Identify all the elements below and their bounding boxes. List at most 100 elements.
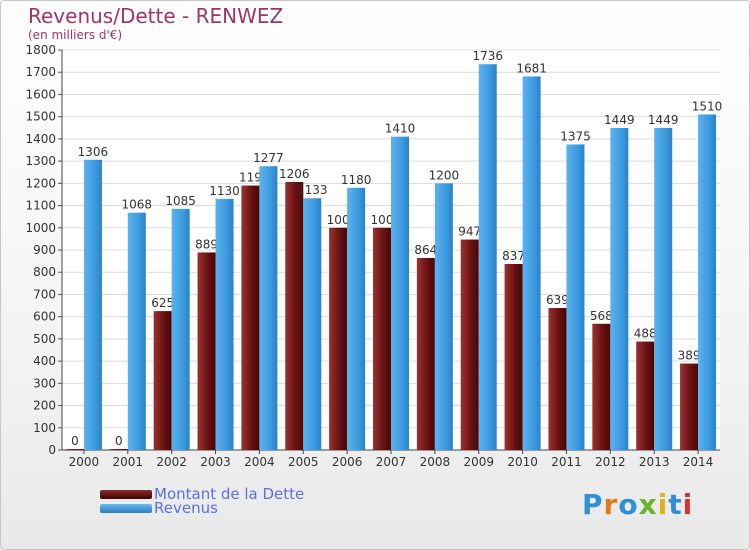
- y-tick-label: 1000: [25, 221, 56, 235]
- logo-letter: P: [582, 488, 604, 521]
- logo-letter: r: [603, 488, 619, 521]
- data-label-revenus: 1736: [472, 49, 503, 63]
- bar-dette: [197, 252, 216, 450]
- data-label-revenus: 1410: [385, 122, 416, 136]
- x-tick-label: 2006: [332, 455, 363, 469]
- data-label-revenus: 1180: [341, 173, 372, 187]
- logo-letter: o: [618, 488, 639, 521]
- bar-dette: [548, 308, 567, 450]
- data-label-dette: 119: [239, 171, 262, 185]
- y-tick-label: 1300: [25, 154, 56, 168]
- y-tick-label: 700: [33, 287, 56, 301]
- bar-revenus: [654, 128, 673, 450]
- x-tick-label: 2014: [683, 455, 714, 469]
- data-label-dette: 947: [458, 225, 481, 239]
- bar-revenus: [171, 208, 190, 450]
- data-label-revenus: 1510: [692, 99, 723, 113]
- x-tick-label: 2008: [420, 455, 451, 469]
- bar-dette: [373, 227, 391, 450]
- y-tick-label: 1400: [25, 132, 56, 146]
- data-label-dette: 488: [634, 327, 657, 341]
- data-label-dette: 0: [115, 434, 123, 448]
- bar-revenus: [522, 76, 541, 450]
- bar-dette: [592, 323, 611, 450]
- y-tick-label: 1200: [25, 176, 56, 190]
- x-tick-label: 2010: [507, 455, 538, 469]
- data-label-revenus: 1375: [560, 129, 591, 143]
- legend-label-revenus: Revenus: [154, 499, 218, 517]
- y-tick-label: 1100: [25, 199, 56, 213]
- data-label-revenus: 1130: [209, 184, 240, 198]
- bar-revenus: [478, 64, 497, 450]
- data-label-dette: 1206: [279, 167, 310, 181]
- bar-revenus: [610, 128, 629, 450]
- bar-revenus: [566, 144, 585, 450]
- data-label-dette: 837: [502, 249, 525, 263]
- y-tick-label: 300: [33, 376, 56, 390]
- bar-dette: [65, 449, 84, 450]
- data-label-revenus: 1681: [516, 61, 547, 75]
- data-label-dette: 568: [590, 309, 613, 323]
- bar-dette: [680, 363, 699, 450]
- x-tick-label: 2009: [463, 455, 494, 469]
- bar-dette: [504, 264, 523, 450]
- y-tick-label: 1800: [25, 43, 56, 57]
- data-label-dette: 639: [546, 293, 569, 307]
- y-tick-label: 1500: [25, 110, 56, 124]
- legend-swatch-revenus: [100, 503, 152, 513]
- logo-letter: i: [682, 488, 694, 521]
- y-tick-label: 1700: [25, 65, 56, 79]
- y-tick-label: 200: [33, 399, 56, 413]
- bar-dette: [460, 239, 479, 450]
- bar-revenus: [698, 114, 717, 450]
- y-tick-label: 400: [33, 354, 56, 368]
- x-tick-label: 2013: [639, 455, 670, 469]
- chart-title: Revenus/Dette - RENWEZ: [28, 4, 284, 28]
- y-tick-label: 500: [33, 332, 56, 346]
- x-tick-label: 2011: [551, 455, 582, 469]
- y-tick-label: 1600: [25, 87, 56, 101]
- data-label-revenus: 1449: [648, 113, 679, 127]
- bar-revenus: [127, 212, 146, 450]
- x-tick-label: 2002: [156, 455, 187, 469]
- x-tick-label: 2007: [376, 455, 407, 469]
- legend-label-dette: Montant de la Dette: [154, 485, 305, 503]
- data-label-revenus: 1068: [122, 198, 153, 212]
- bar-dette: [241, 185, 260, 451]
- bar-revenus: [391, 136, 409, 450]
- bar-revenus: [83, 159, 102, 450]
- logo-letter: t: [668, 488, 683, 521]
- bar-revenus: [259, 166, 278, 450]
- x-tick-label: 2003: [200, 455, 231, 469]
- y-tick-label: 900: [33, 243, 56, 257]
- bar-revenus: [303, 198, 322, 450]
- data-label-dette: 864: [414, 243, 437, 257]
- x-tick-label: 2000: [69, 455, 100, 469]
- bar-dette: [636, 341, 655, 450]
- data-label-revenus: 1133: [297, 183, 328, 197]
- proxiti-logo: Proxiti: [582, 488, 693, 521]
- legend-item-revenus: Revenus: [100, 499, 218, 517]
- bar-dette: [153, 311, 172, 450]
- data-label-revenus: 1306: [78, 145, 109, 159]
- data-label-dette: 389: [678, 349, 701, 363]
- bar-revenus: [434, 183, 453, 451]
- bar-dette: [109, 449, 128, 450]
- bar-dette: [285, 182, 304, 450]
- data-label-revenus: 1085: [165, 194, 196, 208]
- bar-dette: [329, 227, 348, 450]
- y-tick-label: 800: [33, 265, 56, 279]
- bar-dette: [416, 258, 435, 450]
- data-label-dette: 889: [195, 237, 218, 251]
- x-tick-label: 2012: [595, 455, 626, 469]
- data-label-revenus: 1449: [604, 113, 635, 127]
- bar-revenus: [347, 187, 366, 450]
- data-label-revenus: 1277: [253, 151, 284, 165]
- chart-subtitle: (en milliers d'€): [28, 28, 123, 42]
- data-label-dette: 625: [151, 296, 174, 310]
- y-tick-label: 100: [33, 421, 56, 435]
- legend-swatch-dette: [100, 489, 152, 499]
- y-tick-label: 0: [48, 443, 56, 457]
- x-tick-label: 2005: [288, 455, 319, 469]
